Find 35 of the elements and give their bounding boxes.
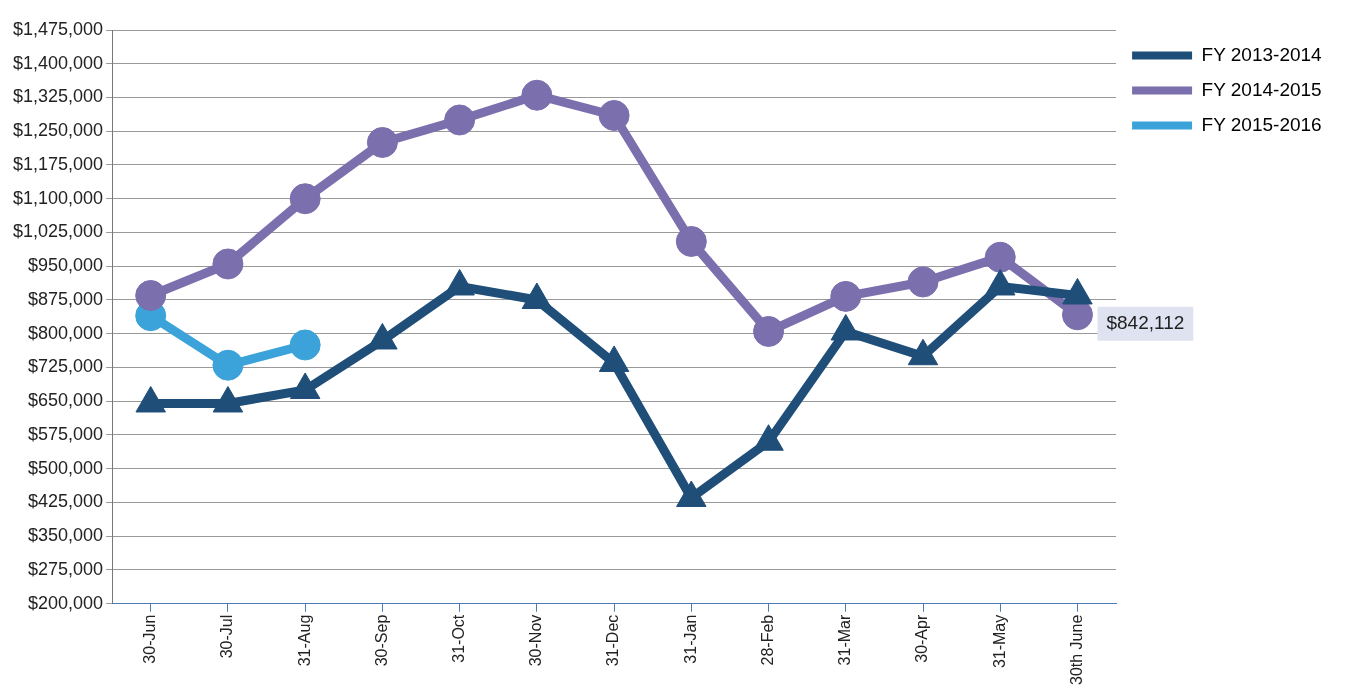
y-tick-label: $1,475,000 [12,18,104,39]
y-tick-label: $650,000 [28,390,104,411]
data-label: $842,112 [1106,312,1185,334]
x-tick-label: 31-Oct [450,614,468,663]
x-tick-label: 31-Aug [295,614,313,667]
x-tick-label: 30-Jul [218,614,236,659]
y-tick-label: $1,175,000 [12,153,104,174]
y-tick-label: $1,400,000 [12,52,104,73]
y-tick-label: $200,000 [28,592,104,613]
y-tick-label: $1,325,000 [12,86,104,107]
x-tick-label: 30-Jun [141,614,159,664]
y-tick-label: $1,250,000 [12,120,104,141]
y-tick-label: $1,100,000 [12,187,104,208]
x-tick-label: 31-May [990,614,1008,669]
x-tick-label: 30-Apr [913,614,931,663]
legend-label: FY 2015-2016 [1201,113,1322,135]
y-tick-label: $875,000 [28,288,104,309]
y-tick-label: $275,000 [28,558,104,579]
y-tick-label: $725,000 [28,356,104,377]
y-tick-label: $425,000 [28,491,104,512]
y-tick-label: $350,000 [28,525,104,546]
x-tick-label: 31-Mar [836,614,854,666]
x-tick-label: 28-Feb [758,614,776,666]
legend-label: FY 2013-2014 [1201,43,1323,65]
y-tick-label: $950,000 [28,255,104,276]
x-tick-label: 31-Dec [604,614,622,667]
y-tick-label: $575,000 [28,423,104,444]
legend-label: FY 2014-2015 [1201,78,1322,100]
x-tick-label: 31-Jan [681,614,699,664]
x-tick-label: 30-Sep [372,614,390,667]
x-tick-label: 30-Nov [527,614,545,667]
y-tick-label: $800,000 [28,322,104,343]
x-tick-label: 30th June [1067,614,1085,685]
y-tick-label: $500,000 [28,457,104,478]
y-tick-label: $1,025,000 [12,221,104,242]
